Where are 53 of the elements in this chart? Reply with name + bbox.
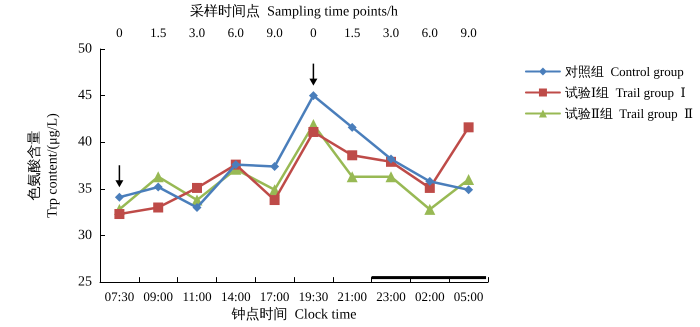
point xyxy=(346,171,358,182)
y-axis-title: 色氨酸含量 Trp content/(μg/L) xyxy=(26,112,60,218)
text: 1.5 xyxy=(344,25,360,40)
legend-label: 试验Ⅰ组 Trail group Ⅰ xyxy=(564,85,686,100)
point xyxy=(270,162,280,171)
point xyxy=(308,126,318,137)
point xyxy=(270,195,280,206)
point xyxy=(114,209,124,220)
x-tick-label: 14:00 xyxy=(220,289,251,304)
point xyxy=(425,176,434,186)
text: 6.0 xyxy=(228,25,244,40)
text: 0 xyxy=(310,25,317,40)
y-tick-label: 45 xyxy=(78,88,92,104)
point xyxy=(308,91,318,100)
x-tick-label: 11:00 xyxy=(182,289,212,304)
point xyxy=(192,182,202,193)
text: 9.0 xyxy=(266,25,283,40)
point xyxy=(464,185,474,194)
x-tick-label: 17:00 xyxy=(260,289,290,304)
text: 6.0 xyxy=(422,25,438,40)
x-tick-label: 02:00 xyxy=(414,289,445,304)
point xyxy=(348,122,357,132)
point xyxy=(153,202,164,213)
x-tick-label: 05:00 xyxy=(454,289,484,304)
point xyxy=(464,122,474,132)
text: 3.0 xyxy=(382,25,400,40)
y-tick-label: 50 xyxy=(78,42,92,56)
x-axis-title: 钟点时间 Clock time xyxy=(230,306,356,322)
point xyxy=(463,174,474,186)
y-tick-label: 40 xyxy=(78,134,92,150)
point xyxy=(192,203,202,212)
y-tick-label: 30 xyxy=(78,228,92,243)
point xyxy=(424,204,436,215)
y-tick-label: 25 xyxy=(78,274,92,290)
text: 1.5 xyxy=(150,25,166,40)
text: 0 xyxy=(116,25,123,40)
text: 9.0 xyxy=(460,25,477,40)
point xyxy=(347,150,358,160)
x2-axis-title: 采样时间点 Sampling time points/h xyxy=(190,4,398,20)
x-tick-label: 09:00 xyxy=(143,289,174,304)
y-tick-label: 35 xyxy=(78,181,92,196)
x-tick-label: 07:30 xyxy=(104,289,134,304)
x-tick-label: 23:00 xyxy=(376,289,406,304)
point xyxy=(386,154,396,164)
point xyxy=(386,171,396,182)
point xyxy=(114,192,124,202)
x-tick-label: 19:30 xyxy=(298,289,328,304)
text: 3.0 xyxy=(188,25,206,40)
point xyxy=(152,171,164,182)
legend-label: 试验Ⅱ组 Trail group Ⅱ xyxy=(564,106,694,121)
point xyxy=(154,182,163,192)
x-tick-label: 21:00 xyxy=(337,289,368,304)
legend-label: 对照组 Control group xyxy=(564,64,684,79)
